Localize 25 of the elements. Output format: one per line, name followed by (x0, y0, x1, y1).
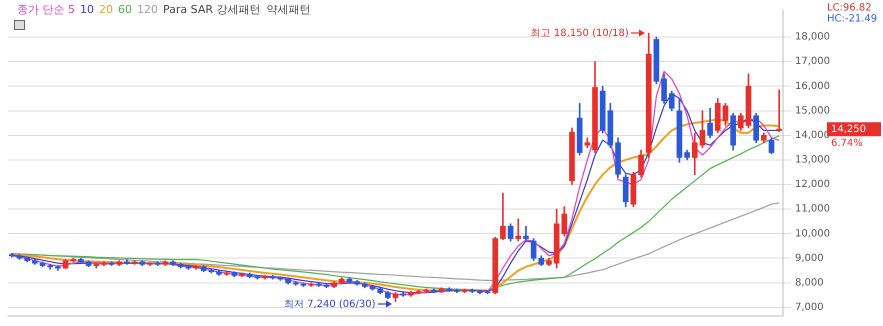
y-tick-label: 10,000 (795, 228, 830, 240)
y-tick-label: 12,000 (795, 179, 830, 190)
text: 20 (99, 3, 113, 16)
y-tick-label: 18,000 (795, 32, 830, 43)
annotation: Para SAR 강세패턴 (163, 3, 260, 16)
legend-title: 종가 단순 (17, 3, 66, 16)
y-tick-label: 13,000 (795, 154, 830, 166)
y-tick-label: 9,000 (795, 252, 824, 264)
text: 120 (137, 3, 158, 16)
text: HC:-21.49 (827, 14, 878, 25)
annotation: 약세패턴 (266, 3, 310, 16)
y-tick-label: 17,000 (795, 56, 830, 68)
annotation: 최저 7,240 (06/30) (284, 299, 376, 310)
y-tick-label: 11,000 (795, 204, 830, 215)
annotation: 최고 18,150 (10/18) (530, 28, 629, 39)
text: 6.74% (831, 138, 863, 149)
text: 10 (80, 3, 94, 16)
text: LC:96.82 (827, 2, 872, 14)
y-tick-label: 8,000 (795, 277, 824, 288)
text: 5 (68, 3, 75, 16)
text: 60 (118, 3, 132, 16)
y-tick-label: 16,000 (795, 80, 830, 92)
y-tick-label: 7,000 (795, 302, 824, 313)
text: 14,250 (831, 124, 866, 135)
y-tick-label: 15,000 (795, 105, 830, 116)
